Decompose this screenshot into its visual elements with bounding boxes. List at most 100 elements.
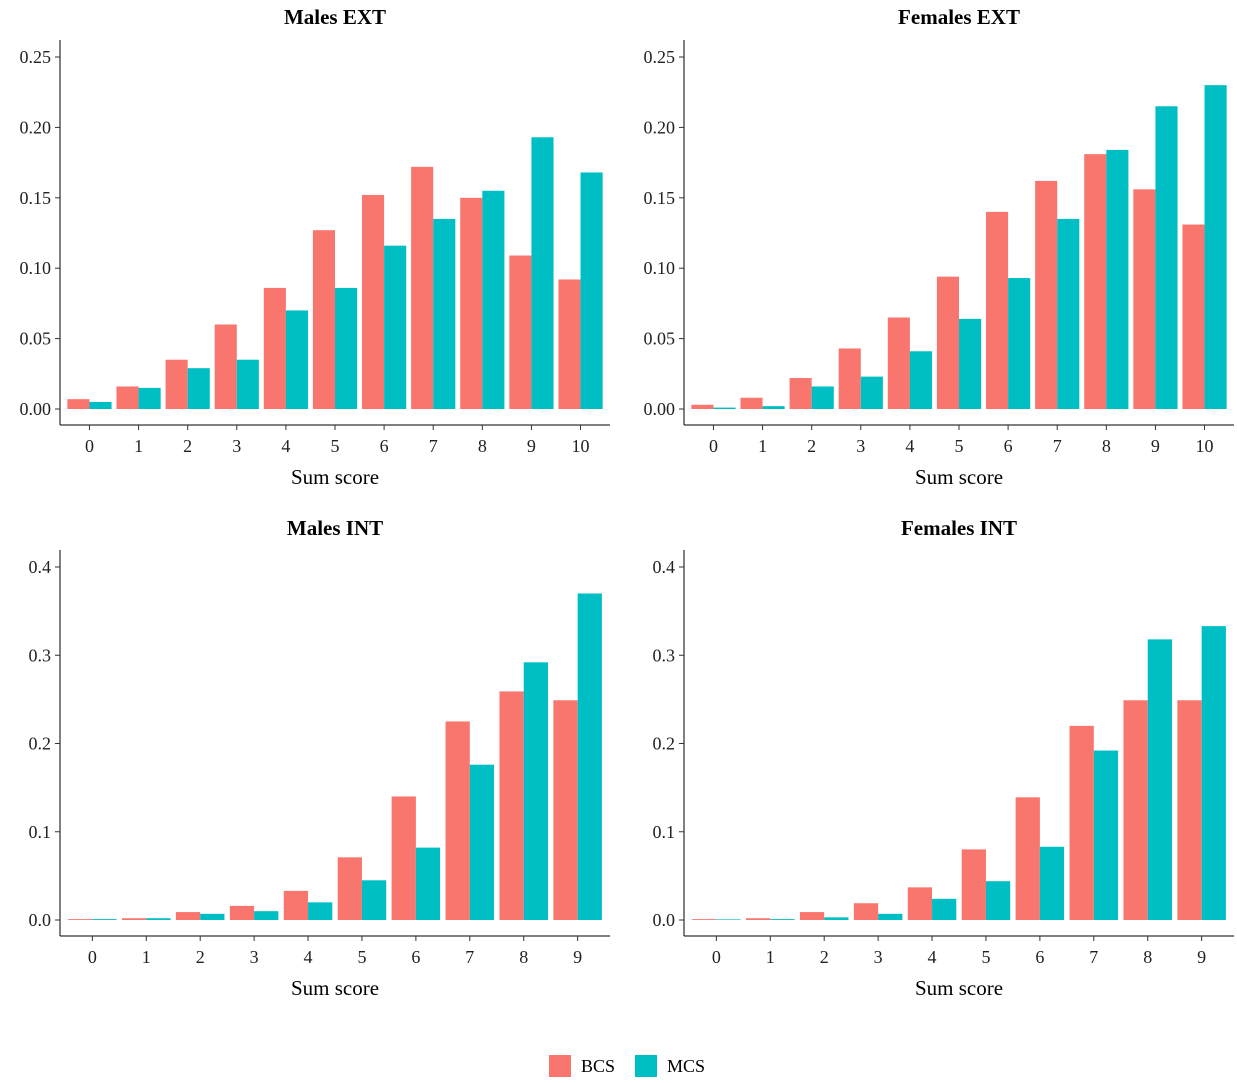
x-tick-label: 6 — [1004, 436, 1013, 456]
x-tick-label: 4 — [304, 947, 313, 967]
bar-mcs-6 — [415, 847, 441, 920]
x-tick-label: 6 — [411, 947, 420, 967]
bar-mcs-7 — [1093, 750, 1119, 920]
bar-bcs-2 — [175, 912, 201, 920]
x-tick-label: 0 — [85, 436, 94, 456]
x-tick-label: 10 — [1196, 436, 1214, 456]
bar-bcs-2 — [799, 912, 825, 920]
bar-bcs-1 — [740, 397, 763, 409]
x-tick-label: 5 — [331, 436, 340, 456]
bar-bcs-7 — [445, 721, 470, 920]
x-tick-label: 5 — [357, 947, 366, 967]
x-tick-label: 5 — [981, 947, 990, 967]
bar-mcs-1 — [138, 387, 161, 409]
bar-bcs-8 — [1084, 154, 1107, 409]
bar-mcs-0 — [89, 401, 112, 409]
bar-mcs-3 — [236, 359, 259, 409]
x-tick-label: 7 — [465, 947, 474, 967]
bar-bcs-5 — [961, 849, 986, 920]
x-axis-label: Sum score — [291, 465, 379, 489]
y-tick-label: 0.3 — [29, 645, 52, 665]
panel-males-ext: Males EXT 0.00 0.05 0.10 0.15 0.20 0.25 0 1 2 3 4 5 6… — [20, 5, 610, 489]
y-tick-label: 0.20 — [20, 117, 52, 137]
x-axis-label: Sum score — [915, 976, 1003, 1000]
chart-title: Males INT — [287, 516, 383, 540]
bar-mcs-6 — [1039, 846, 1065, 920]
panel-females-int: Females INT 0.0 0.1 0.2 0.3 0.4 0 1 2 3 4 5 6 7 8 9 Sum … — [653, 516, 1234, 1000]
x-tick-label: 1 — [758, 436, 767, 456]
bar-mcs-3 — [860, 376, 883, 409]
x-tick-label: 2 — [196, 947, 205, 967]
y-tick-label: 0.05 — [20, 329, 52, 349]
legend-swatch-mcs — [635, 1055, 657, 1077]
bar-mcs-9 — [577, 593, 602, 920]
bar-bcs-7 — [1069, 725, 1094, 920]
bar-mcs-4 — [285, 310, 308, 409]
x-tick-label: 6 — [380, 436, 389, 456]
bar-mcs-9 — [1155, 106, 1178, 409]
bar-mcs-3 — [878, 913, 903, 920]
bar-mcs-4 — [308, 902, 333, 920]
panel-males-int: Males INT 0.0 0.1 0.2 0.3 0.4 0 1 2 3 4 5 6 7 8 9 Sum sc… — [29, 516, 610, 1000]
bar-mcs-1 — [770, 919, 795, 920]
bar-bcs-3 — [838, 348, 861, 409]
bar-mcs-8 — [523, 662, 548, 920]
y-tick-label: 0.4 — [29, 557, 52, 577]
y-tick-label: 0.3 — [653, 645, 676, 665]
x-tick-label: 0 — [709, 436, 718, 456]
x-tick-label: 4 — [905, 436, 914, 456]
x-tick-label: 8 — [1102, 436, 1111, 456]
x-tick-label: 2 — [183, 436, 192, 456]
x-tick-label: 8 — [1143, 947, 1152, 967]
bar-mcs-5 — [335, 287, 358, 409]
bar-mcs-8 — [1147, 639, 1172, 920]
x-tick-label: 3 — [856, 436, 865, 456]
bar-bcs-4 — [887, 317, 910, 409]
bar-bcs-0 — [67, 399, 90, 409]
bar-bcs-10 — [1182, 224, 1205, 409]
bar-bcs-3 — [853, 903, 879, 920]
bar-mcs-8 — [482, 190, 505, 409]
bar-bcs-6 — [391, 796, 416, 920]
bar-mcs-7 — [433, 218, 456, 409]
legend: BCS MCS — [549, 1055, 705, 1077]
bar-mcs-3 — [254, 911, 279, 920]
bar-bcs-0 — [692, 919, 717, 920]
bar-mcs-5 — [361, 880, 387, 920]
x-axis-label: Sum score — [291, 976, 379, 1000]
y-tick-label: 0.05 — [644, 329, 676, 349]
y-tick-label: 0.2 — [29, 734, 52, 754]
bar-mcs-2 — [811, 386, 834, 409]
bar-mcs-0 — [713, 407, 736, 409]
x-tick-label: 3 — [874, 947, 883, 967]
bar-bcs-0 — [691, 404, 714, 409]
bar-mcs-6 — [1008, 278, 1031, 409]
bar-bcs-10 — [558, 279, 581, 409]
legend-label-mcs: MCS — [667, 1056, 705, 1076]
bar-bcs-9 — [1133, 189, 1156, 409]
x-tick-label: 0 — [88, 947, 97, 967]
bar-mcs-2 — [200, 913, 225, 920]
bar-bcs-1 — [122, 918, 147, 920]
bar-mcs-2 — [187, 368, 210, 409]
chart-title: Females EXT — [898, 5, 1020, 29]
bar-bcs-8 — [499, 691, 524, 920]
x-tick-label: 7 — [429, 436, 438, 456]
x-tick-label: 2 — [820, 947, 829, 967]
chart-title: Males EXT — [284, 5, 386, 29]
bar-bcs-4 — [263, 287, 286, 409]
bar-mcs-8 — [1106, 149, 1129, 409]
x-tick-label: 0 — [712, 947, 721, 967]
x-tick-label: 4 — [928, 947, 937, 967]
y-tick-label: 0.00 — [20, 399, 52, 419]
bar-mcs-9 — [1201, 626, 1226, 920]
x-tick-label: 9 — [527, 436, 536, 456]
legend-label-bcs: BCS — [581, 1056, 615, 1076]
x-tick-label: 1 — [134, 436, 143, 456]
bar-bcs-6 — [1015, 797, 1040, 920]
bar-bcs-2 — [789, 378, 812, 409]
x-tick-label: 1 — [142, 947, 151, 967]
y-tick-label: 0.0 — [29, 910, 52, 930]
y-tick-label: 0.15 — [644, 188, 676, 208]
